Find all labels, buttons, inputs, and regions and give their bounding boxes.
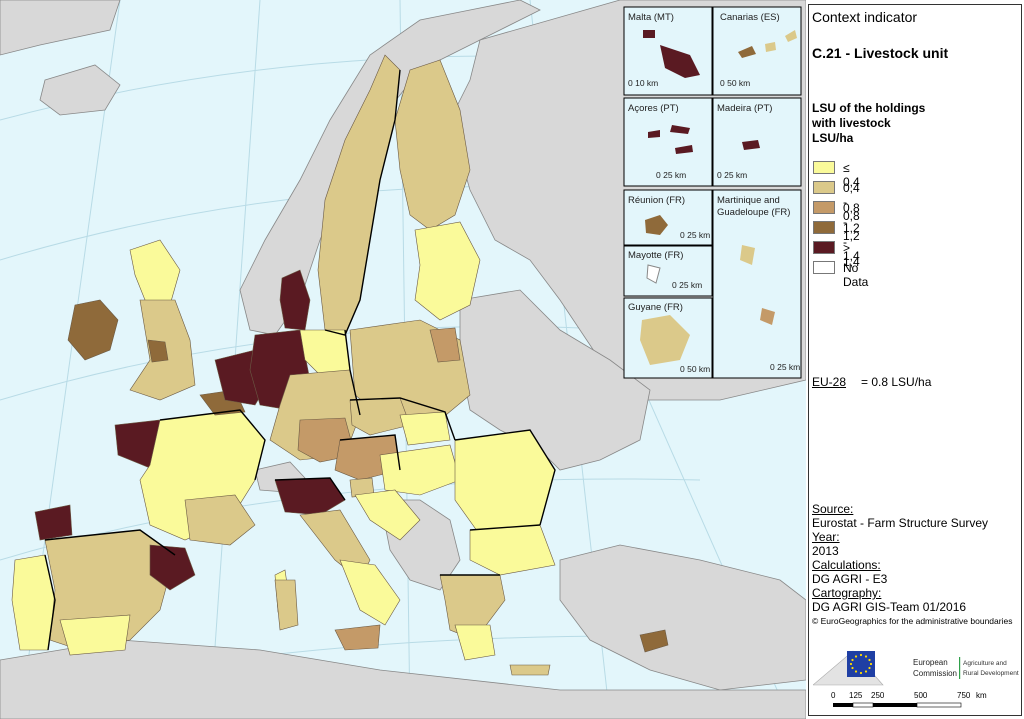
inset-acores-scale: 0 25 km xyxy=(656,170,686,180)
inset-guyane-title: Guyane (FR) xyxy=(628,302,683,313)
inset-reunion-scale: 0 25 km xyxy=(680,230,710,240)
turkey xyxy=(559,544,806,691)
legend-label: 0,8 - 1,2 xyxy=(843,201,860,243)
inset-canarias xyxy=(712,6,802,96)
region-hungary xyxy=(379,444,461,496)
cartography-heading: Cartography: xyxy=(812,586,882,600)
region-andalucia xyxy=(59,614,131,656)
european-commission-logo: European Commission Agriculture and Rura… xyxy=(813,650,1019,686)
inset-martinique xyxy=(712,189,802,379)
scale-label-750: 750 xyxy=(957,691,971,700)
source-heading: Source: xyxy=(812,502,854,516)
legend-panel: Context indicator C.21 - Livestock unit … xyxy=(808,4,1022,716)
inset-madeira-scale: 0 25 km xyxy=(717,170,747,180)
inset-reunion xyxy=(623,189,713,246)
calculations-heading: Calculations: xyxy=(812,558,881,572)
insets: Malta (MT) 0 10 km Canarias (ES) 0 50 km… xyxy=(623,6,802,379)
region-france-south xyxy=(184,494,256,546)
legend-title-line-3: LSU/ha xyxy=(812,131,854,145)
region-crete xyxy=(509,664,551,676)
indicator-title: C.21 - Livestock unit xyxy=(812,45,949,61)
inset-reunion-title: Réunion (FR) xyxy=(628,195,685,206)
region-denmark xyxy=(279,269,311,331)
calculations-value: DG AGRI - E3 xyxy=(812,572,888,586)
legend-title-line-2: with livestock xyxy=(812,116,891,130)
greenland-iceland xyxy=(39,64,121,116)
region-catalonia xyxy=(149,544,196,591)
eu-stars-icon xyxy=(849,653,873,675)
greenland xyxy=(0,0,121,56)
norway xyxy=(239,0,541,336)
legend-title-line-1: LSU of the holdings xyxy=(812,101,926,115)
region-uk-wales xyxy=(147,339,169,363)
belarus-ukraine xyxy=(459,289,651,471)
region-baltics xyxy=(414,221,481,321)
source-value: Eurostat - Farm Structure Survey xyxy=(812,516,989,530)
legend-label: No Data xyxy=(843,261,869,289)
legend-label: 0,4 - 0,8 xyxy=(843,181,860,223)
inset-malta-title: Malta (MT) xyxy=(628,12,674,23)
inset-guyane-scale: 0 50 km xyxy=(680,364,710,374)
context-indicator-label: Context indicator xyxy=(812,9,918,25)
region-slovakia xyxy=(399,411,451,446)
eu-value: = 0.8 LSU/ha xyxy=(861,375,932,389)
region-cyprus xyxy=(639,629,669,653)
dg-line-2: Rural Development xyxy=(963,670,1019,677)
legend-swatch xyxy=(813,201,835,214)
national-borders xyxy=(44,69,556,651)
cartography-value: DG AGRI GIS-Team 01/2016 xyxy=(812,600,967,614)
europe-map: Malta (MT) 0 10 km Canarias (ES) 0 50 km… xyxy=(0,0,806,719)
dg-line-1: Agriculture and xyxy=(963,660,1007,667)
inset-martinique-scale: 0 25 km xyxy=(770,362,800,372)
scale-label-250: 250 xyxy=(871,691,885,700)
ec-line-1: European xyxy=(913,658,948,667)
ec-line-2: Commission xyxy=(913,669,957,678)
inset-madeira-title: Madeira (PT) xyxy=(717,103,772,114)
scale-label-km: km xyxy=(976,691,987,700)
inset-martinique-title-2: Guadeloupe (FR) xyxy=(717,207,790,218)
eu-regions xyxy=(11,54,669,676)
scale-label-0: 0 xyxy=(831,691,836,700)
malta-island xyxy=(660,45,700,78)
dg-divider xyxy=(959,657,961,679)
eu-label: EU-28 xyxy=(812,375,847,389)
legend-swatch xyxy=(813,181,835,194)
region-spain-nw xyxy=(34,504,73,541)
north-africa xyxy=(0,639,806,719)
year-value: 2013 xyxy=(812,544,839,558)
inset-acores xyxy=(623,97,713,187)
gozo-island xyxy=(643,30,655,38)
scale-bar: 0 125 250 500 750 km xyxy=(831,691,987,708)
region-sicily xyxy=(334,624,381,651)
inset-acores-title: Açores (PT) xyxy=(628,103,679,114)
region-greece-south xyxy=(454,624,496,661)
year-heading: Year: xyxy=(812,530,840,544)
region-italy-south xyxy=(339,559,401,626)
scale-label-500: 500 xyxy=(914,691,928,700)
region-poland-e xyxy=(429,327,461,363)
region-sardinia xyxy=(274,579,299,631)
copyright-note: © EuroGeographics for the administrative… xyxy=(812,616,1013,626)
inset-mayotte-scale: 0 25 km xyxy=(672,280,702,290)
scale-label-125: 125 xyxy=(849,691,863,700)
inset-mayotte xyxy=(623,245,713,297)
legend-label: ≤ 0,4 xyxy=(843,161,860,189)
inset-canarias-title: Canarias (ES) xyxy=(720,12,780,23)
legend-swatch xyxy=(813,261,835,274)
region-ireland xyxy=(67,299,119,361)
legend-swatch xyxy=(813,161,835,174)
inset-martinique-title-1: Martinique and xyxy=(717,195,780,206)
legend-label: 1,2 - 1,4 xyxy=(843,221,860,263)
inset-malta-scale: 0 10 km xyxy=(628,78,658,88)
legend-label: > 1,4 xyxy=(843,241,860,269)
region-croatia xyxy=(354,489,421,541)
region-finland xyxy=(394,59,471,231)
legend-swatch xyxy=(813,241,835,254)
inset-canarias-scale: 0 50 km xyxy=(720,78,750,88)
inset-mayotte-title: Mayotte (FR) xyxy=(628,250,683,261)
legend-swatch xyxy=(813,221,835,234)
